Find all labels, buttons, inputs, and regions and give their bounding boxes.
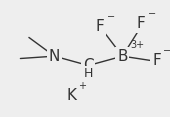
Text: K: K — [66, 88, 76, 103]
Text: −: − — [148, 9, 156, 19]
Text: F: F — [96, 19, 105, 34]
Text: C: C — [83, 58, 94, 73]
Text: F: F — [152, 53, 161, 68]
Text: +: + — [78, 81, 86, 91]
Text: −: − — [107, 12, 115, 22]
Text: F: F — [137, 16, 146, 31]
Text: B: B — [117, 49, 128, 64]
Text: −: − — [163, 46, 170, 56]
Text: N: N — [49, 49, 60, 64]
Text: 3+: 3+ — [130, 40, 144, 50]
Text: H: H — [84, 67, 93, 80]
